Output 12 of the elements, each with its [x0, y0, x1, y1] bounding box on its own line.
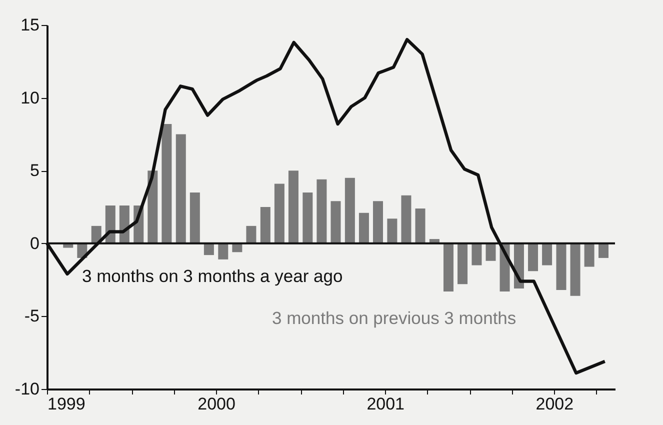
y-tick-label: -10	[14, 380, 40, 398]
series-label: 3 months on 3 months a year ago	[82, 266, 343, 286]
series-label: 3 months on previous 3 months	[272, 308, 516, 328]
x-tick-label: 2001	[366, 394, 405, 414]
y-tick-label: 15	[20, 16, 40, 34]
y-tick-label: -5	[24, 306, 40, 326]
y-tick-label: 0	[30, 234, 40, 253]
x-tick-label: 1999	[48, 394, 86, 414]
y-tick-label: 5	[30, 161, 40, 180]
x-tick-label: 2000	[198, 394, 236, 414]
x-tick-label: 2002	[536, 394, 574, 414]
y-tick-label: 10	[20, 88, 40, 108]
